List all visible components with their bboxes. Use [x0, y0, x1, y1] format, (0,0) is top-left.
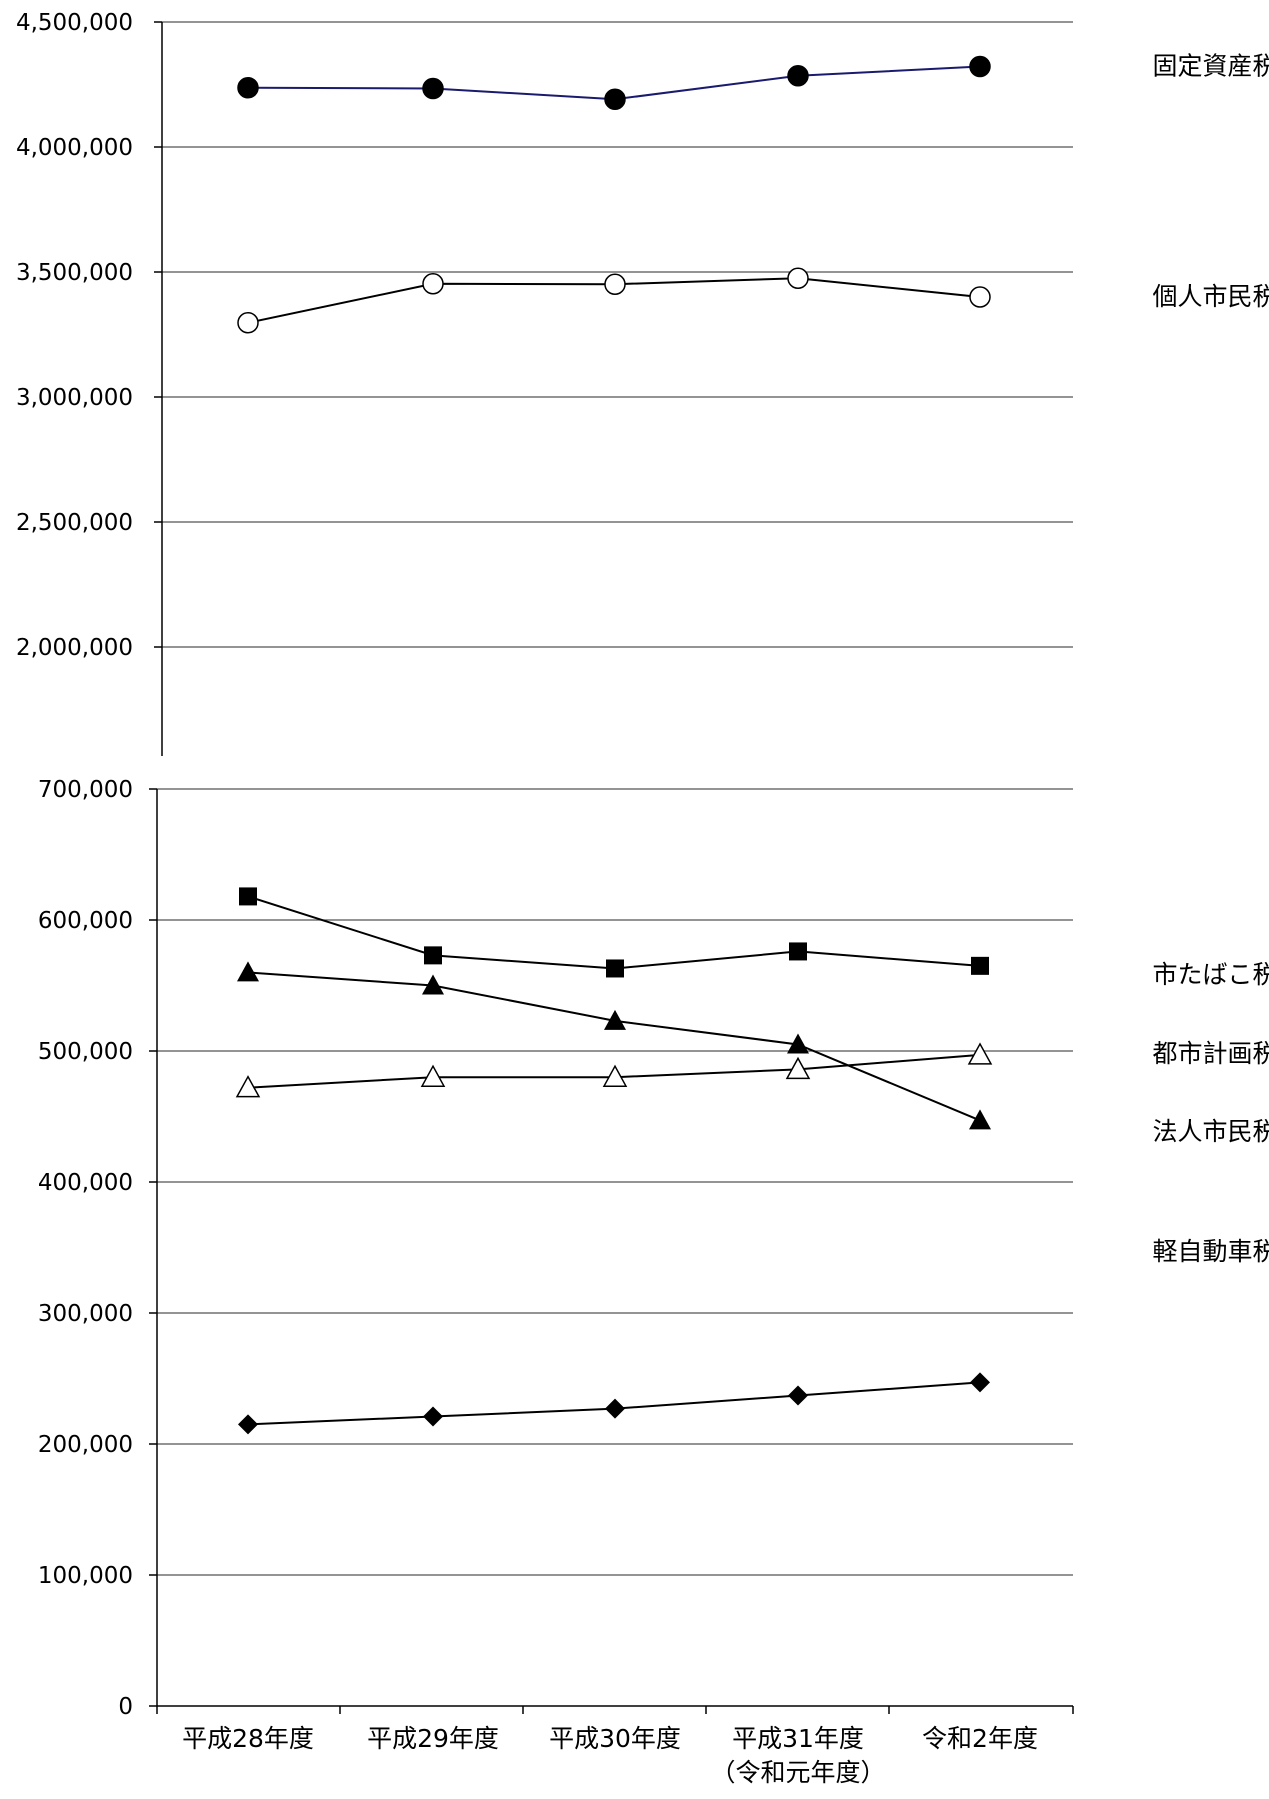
x-category-label: 令和2年度	[922, 1724, 1038, 1753]
y-tick-label: 2,000,000	[16, 635, 133, 661]
upper-panel: 2,000,000 2,500,000 3,000,000 3,500,000 4,00…	[16, 10, 1269, 756]
y-tick-label: 400,000	[38, 1170, 133, 1196]
series-label: 軽自動車税	[1152, 1237, 1269, 1266]
data-point	[606, 959, 624, 978]
data-point	[969, 55, 991, 78]
series-label: 都市計画税	[1152, 1039, 1269, 1068]
x-category-label: 平成28年度	[182, 1724, 314, 1753]
data-point	[422, 77, 444, 100]
data-point	[424, 946, 442, 965]
data-point	[787, 1033, 809, 1054]
data-point	[788, 1385, 808, 1406]
data-point	[422, 974, 444, 995]
data-point	[604, 1009, 626, 1030]
series-label: 市たばこ税	[1152, 960, 1269, 989]
x-category-label: 平成31年度	[732, 1724, 864, 1753]
y-tick-label: 100,000	[38, 1563, 133, 1589]
data-point	[787, 65, 809, 87]
y-tick-label: 200,000	[38, 1432, 133, 1458]
y-tick-label: 300,000	[38, 1301, 133, 1327]
data-point	[969, 1109, 991, 1130]
series-line	[247, 895, 981, 970]
y-tick-label: 500,000	[38, 1039, 133, 1065]
y-tick-label: 4,500,000	[16, 10, 133, 36]
data-point	[789, 942, 807, 961]
data-point	[237, 312, 259, 334]
series-label: 個人市民税	[1152, 282, 1269, 311]
lower-panel: 0 100,000 200,000 300,000 400,000 500,000 600,…	[38, 777, 1269, 1787]
data-point	[602, 1064, 628, 1087]
x-category-label: 平成29年度	[367, 1724, 499, 1753]
data-point	[605, 1398, 625, 1419]
data-point	[423, 1406, 443, 1427]
y-tick-label: 2,500,000	[16, 510, 133, 536]
series-label: 法人市民税	[1152, 1117, 1269, 1146]
x-category-label: （令和元年度）	[710, 1758, 885, 1787]
y-tick-label: 3,000,000	[16, 385, 133, 411]
data-point	[604, 273, 626, 295]
series-label: 固定資産税	[1152, 52, 1269, 81]
series-line	[247, 971, 981, 1122]
y-tick-label: 0	[118, 1694, 133, 1720]
data-point	[237, 961, 259, 982]
y-tick-label: 3,500,000	[16, 260, 133, 286]
data-point	[422, 273, 444, 295]
y-tick-label: 4,000,000	[16, 135, 133, 161]
data-point	[420, 1064, 446, 1087]
data-point	[785, 1056, 811, 1080]
data-point	[238, 1414, 258, 1435]
x-category-label: 平成30年度	[549, 1724, 681, 1753]
data-point	[971, 956, 989, 975]
data-point	[967, 1042, 993, 1065]
y-tick-label: 700,000	[38, 777, 133, 803]
data-point	[969, 286, 991, 308]
data-point	[787, 267, 809, 289]
data-point	[970, 1372, 990, 1393]
data-point	[235, 1075, 261, 1098]
y-tick-label: 600,000	[38, 908, 133, 934]
data-point	[239, 887, 257, 906]
data-point	[237, 77, 259, 99]
data-point	[604, 88, 626, 110]
